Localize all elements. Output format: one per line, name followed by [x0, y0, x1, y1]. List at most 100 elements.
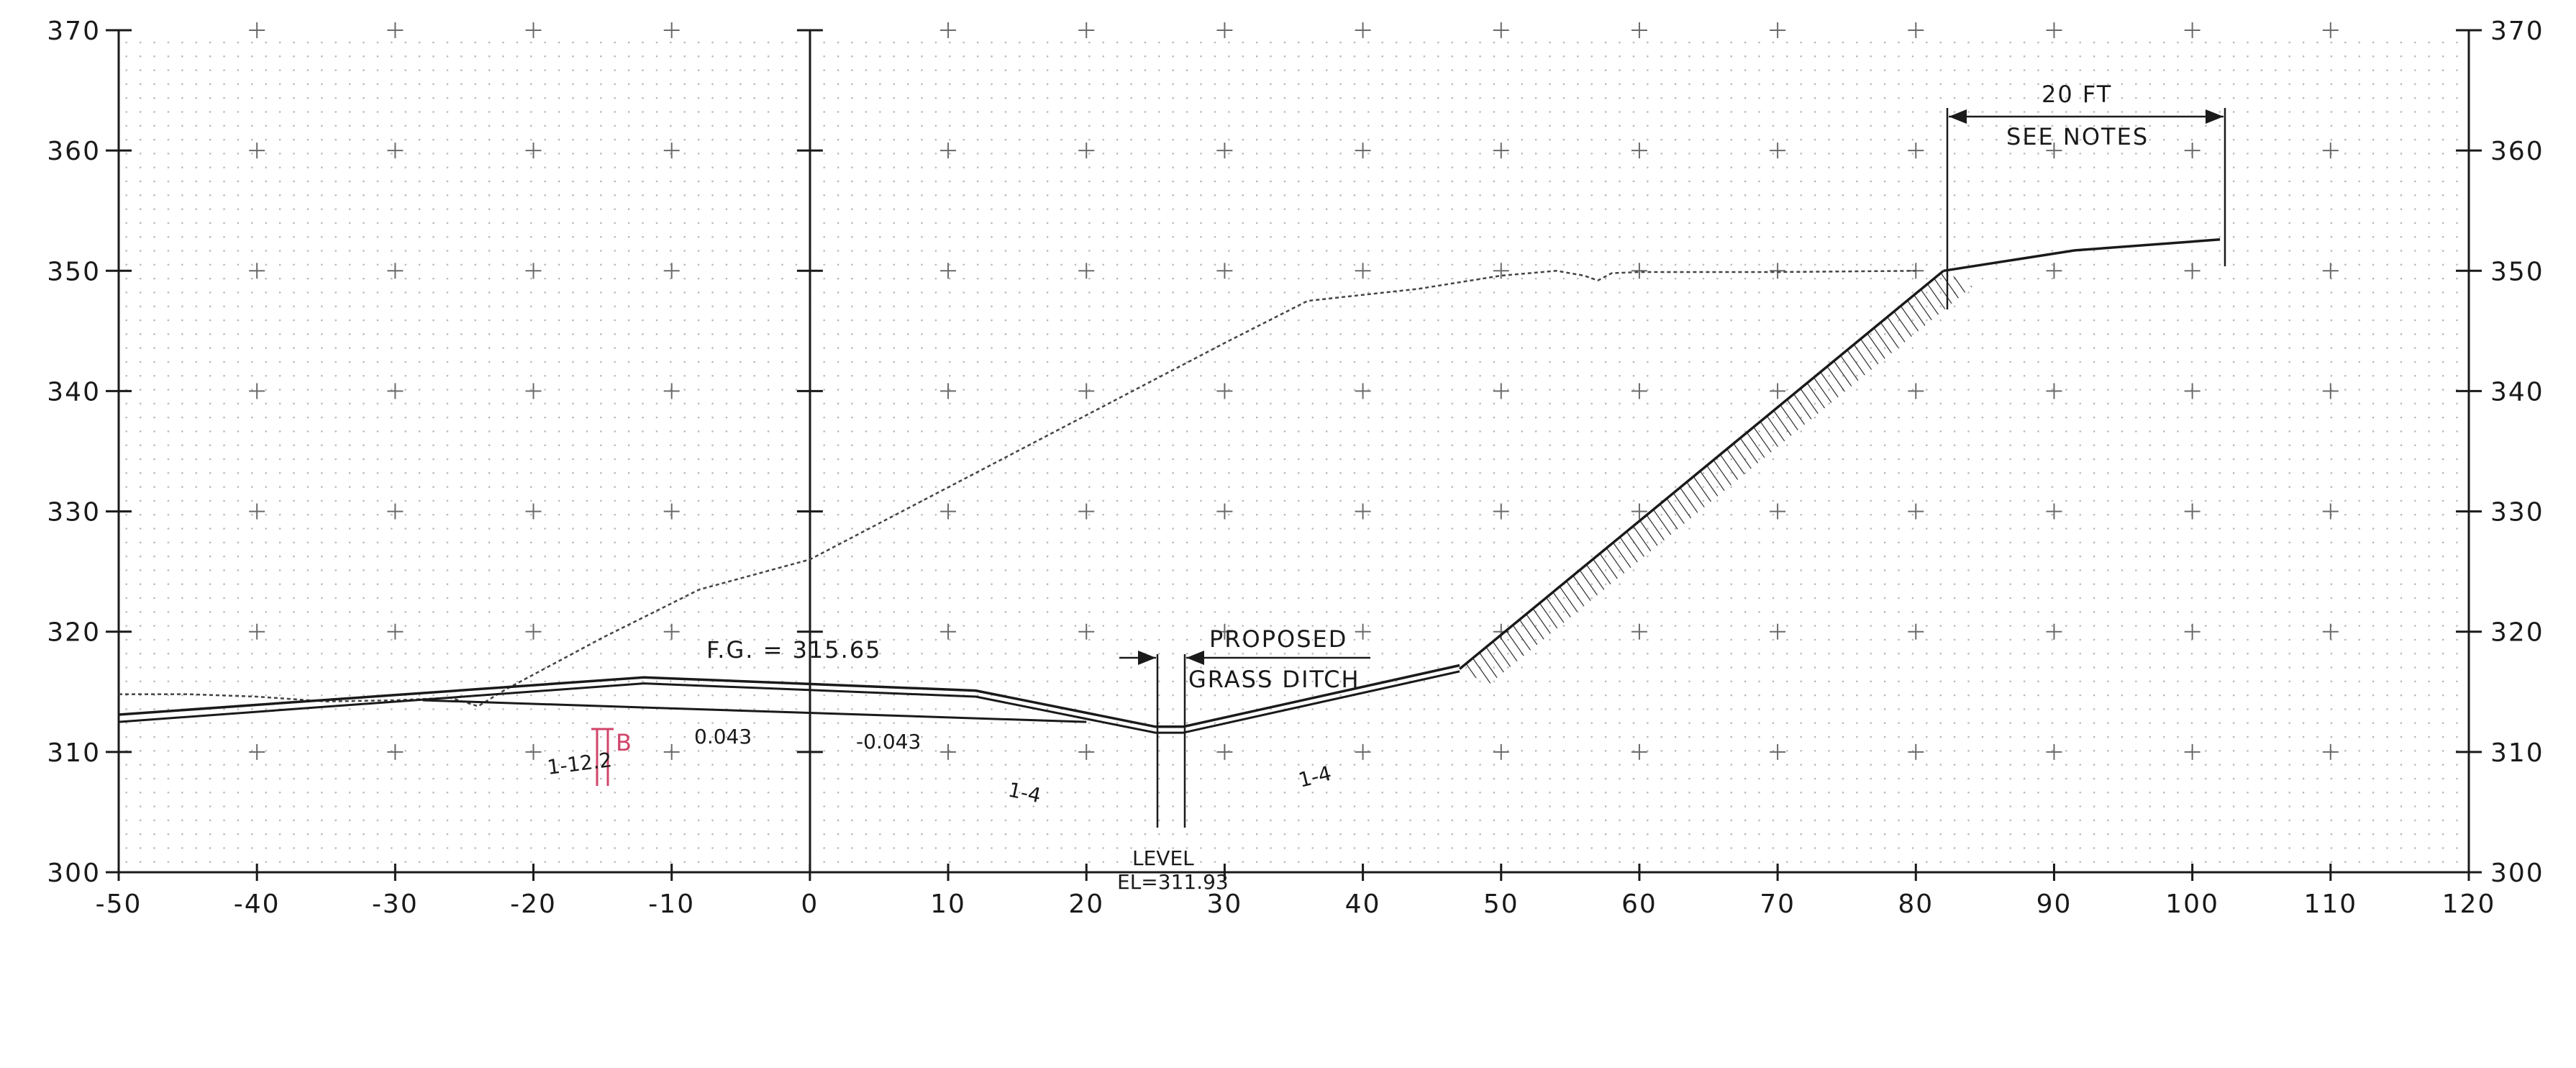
x-tick-label: 30 [1207, 890, 1243, 919]
grid-cross [2046, 383, 2062, 399]
grid-cross [2322, 503, 2339, 520]
grid-cross [249, 503, 265, 520]
grid-cross [1078, 263, 1095, 279]
y-tick-label-right: 370 [2490, 17, 2544, 46]
grid-cross [1216, 263, 1233, 279]
grid-cross [663, 383, 680, 399]
grid-cross [1355, 22, 1371, 38]
grid-cross [525, 623, 542, 640]
grid-cross [1078, 743, 1095, 760]
proposed-surface-top [118, 664, 1460, 728]
ditch-dimension [1119, 651, 1370, 828]
y-tick-label-left: 350 [47, 257, 101, 286]
y-tick-label-right: 320 [2490, 618, 2544, 648]
grid-cross [663, 263, 680, 279]
y-tick-label-right: 340 [2490, 377, 2544, 407]
grid-cross [2322, 22, 2339, 38]
grid-cross [2046, 263, 2062, 279]
grid-cross [249, 383, 265, 399]
y-tick-label-left: 310 [47, 738, 101, 768]
grid-cross [940, 22, 957, 38]
grid-cross [1493, 142, 1509, 159]
grid-cross [1908, 142, 1924, 159]
grid-cross [1493, 743, 1509, 760]
offset-label-line1: 20 FT [2042, 81, 2112, 108]
station-marker-label: B [616, 729, 632, 756]
grid-cross [1631, 263, 1647, 279]
grid-cross [2184, 383, 2200, 399]
grid-cross [940, 503, 957, 520]
grid-cross [940, 142, 957, 159]
grid-cross [1216, 142, 1233, 159]
grid-cross [525, 383, 542, 399]
grid-cross [387, 142, 404, 159]
y-tick-label-right: 350 [2490, 257, 2544, 286]
grid-cross [2046, 743, 2062, 760]
grid-cross [387, 623, 404, 640]
grid-cross [1770, 503, 1786, 520]
grid-crosses [249, 22, 2339, 760]
x-tick-label: 70 [1760, 890, 1796, 919]
grid-cross [1493, 263, 1509, 279]
y-tick-label-right: 310 [2490, 738, 2544, 768]
y-tick-label-left: 360 [47, 137, 101, 166]
grid-cross [1355, 142, 1371, 159]
grid-cross [663, 503, 680, 520]
x-tick-label: 10 [930, 890, 966, 919]
grid-cross [663, 22, 680, 38]
grid-cross [663, 743, 680, 760]
grid-cross [249, 743, 265, 760]
grid-cross [1355, 263, 1371, 279]
x-tick-label: -10 [648, 890, 695, 919]
x-tick-label: 60 [1621, 890, 1657, 919]
subgrade-line [422, 699, 1087, 723]
level-label: LEVEL [1132, 846, 1194, 870]
grid-cross [1355, 503, 1371, 520]
grid-cross [1770, 383, 1786, 399]
grid-cross [1631, 142, 1647, 159]
grid-cross [249, 623, 265, 640]
grid-cross [525, 503, 542, 520]
grid-cross [1631, 22, 1647, 38]
grid-layer [119, 22, 2469, 872]
y-tick-label-left: 370 [47, 17, 101, 46]
ditch-label-line1: PROPOSED [1209, 625, 1347, 653]
grid-cross [1078, 383, 1095, 399]
x-tick-label: -40 [234, 890, 281, 919]
grid-cross [1770, 623, 1786, 640]
grid-cross [2322, 142, 2339, 159]
y-tick-label-right: 300 [2490, 859, 2544, 888]
grid-cross [1908, 383, 1924, 399]
grid-cross [387, 383, 404, 399]
grid-cross [1631, 503, 1647, 520]
grid-cross [249, 22, 265, 38]
grid-cross [525, 263, 542, 279]
grid-cross [2322, 743, 2339, 760]
y-tick-label-right: 360 [2490, 137, 2544, 166]
axis-ticks [106, 29, 2482, 881]
grid-cross [1078, 142, 1095, 159]
upper-ground-line [1943, 238, 2221, 273]
plot-area [119, 30, 2469, 872]
grid-cross [1216, 383, 1233, 399]
grid-cross [1355, 383, 1371, 399]
cross-slope-right-label: -0.043 [856, 730, 921, 754]
grid-cross [525, 22, 542, 38]
grid-cross [1216, 22, 1233, 38]
station-marker [591, 728, 614, 786]
grid-cross [1770, 22, 1786, 38]
grid-cross [2322, 263, 2339, 279]
offset-dimension [1946, 108, 2226, 309]
grid-cross [663, 623, 680, 640]
grid-cross [1770, 142, 1786, 159]
y-tick-label-left: 340 [47, 377, 101, 407]
grid-cross [1770, 263, 1786, 279]
grid-cross [1631, 383, 1647, 399]
cross-slope-left-label: 0.043 [694, 725, 752, 748]
grid-cross [1216, 503, 1233, 520]
x-tick-label: 0 [801, 890, 819, 919]
grid-cross [2184, 743, 2200, 760]
grid-cross [1493, 503, 1509, 520]
elevation-label: EL=311.93 [1117, 870, 1229, 894]
grid-cross [1355, 743, 1371, 760]
